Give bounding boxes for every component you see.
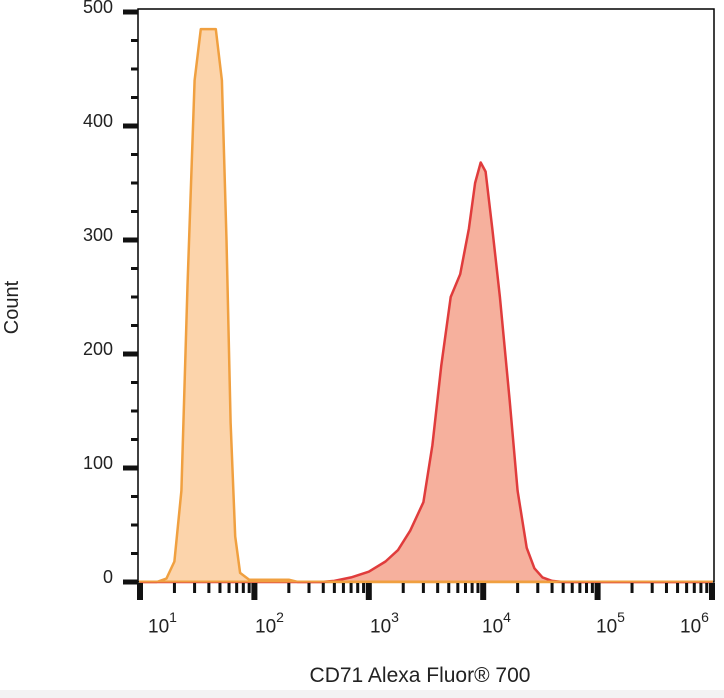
axis-tick <box>321 583 325 593</box>
axis-tick <box>699 583 703 593</box>
axis-tick <box>463 583 467 593</box>
axis-tick <box>123 465 138 471</box>
axis-tick <box>349 583 353 593</box>
axis-tick <box>287 583 291 593</box>
axis-tick <box>131 39 138 42</box>
axis-tick <box>123 123 138 129</box>
axis-tick <box>436 583 440 593</box>
axes-layer <box>123 9 715 600</box>
axis-tick <box>307 583 311 593</box>
axis-tick <box>709 583 715 600</box>
series-fill-1 <box>140 162 712 582</box>
x-axis-label: CD71 Alexa Fluor® 700 <box>309 664 531 687</box>
y-tick-label: 400 <box>82 111 113 131</box>
y-tick-label: 100 <box>82 453 113 473</box>
axis-tick <box>227 583 231 593</box>
axis-tick <box>131 267 138 270</box>
series-layer <box>139 27 713 584</box>
axis-tick <box>578 583 582 593</box>
y-axis-label: Count <box>1 280 24 335</box>
axis-tick <box>131 438 138 441</box>
axis-tick <box>561 583 565 593</box>
x-tick-label: 101 <box>148 609 177 638</box>
axis-tick <box>131 324 138 327</box>
axis-tick <box>550 583 554 593</box>
axis-tick <box>630 583 634 593</box>
axis-tick <box>341 583 345 593</box>
axis-tick <box>131 409 138 413</box>
axis-tick <box>456 583 460 593</box>
axis-tick <box>193 583 197 593</box>
series-fill-0 <box>140 29 712 583</box>
axis-tick <box>594 583 601 600</box>
axis-tick <box>570 583 574 593</box>
axis-tick <box>131 381 138 384</box>
axis-tick <box>123 9 138 15</box>
axis-tick <box>137 583 143 600</box>
x-tick-label: 103 <box>370 609 399 638</box>
axis-tick <box>356 583 360 593</box>
axis-tick <box>131 67 138 71</box>
axis-tick <box>685 583 689 593</box>
axis-tick <box>362 583 366 593</box>
axis-tick <box>365 583 372 600</box>
axis-tick <box>664 583 668 593</box>
x-tick-label: 106 <box>680 609 709 638</box>
axis-tick <box>476 583 480 593</box>
y-tick-label: 300 <box>82 225 113 245</box>
series-line-0 <box>140 27 712 584</box>
axis-tick <box>123 237 138 243</box>
y-tick-label: 200 <box>82 339 113 359</box>
axis-tick <box>332 583 336 593</box>
axis-tick <box>241 583 245 593</box>
x-tick-label: 102 <box>255 609 284 638</box>
axis-tick <box>421 583 425 593</box>
axis-tick <box>401 583 405 593</box>
axis-tick <box>692 583 696 593</box>
axis-tick <box>470 583 474 593</box>
axis-tick <box>251 583 258 600</box>
axis-tick <box>131 153 138 156</box>
axis-tick <box>676 583 680 593</box>
axis-tick <box>172 583 176 593</box>
axis-tick <box>131 495 138 498</box>
axis-tick <box>207 583 211 593</box>
axis-tick <box>590 583 594 593</box>
axis-tick <box>131 295 138 299</box>
y-tick-label: 0 <box>102 567 113 587</box>
axis-tick <box>536 583 540 593</box>
axis-tick <box>131 552 138 555</box>
axis-tick <box>705 583 709 593</box>
axis-tick <box>131 210 138 213</box>
axis-tick <box>516 583 520 593</box>
x-tick-label: 105 <box>596 609 625 638</box>
axis-tick <box>235 583 239 593</box>
axis-tick <box>585 583 589 593</box>
axis-tick <box>447 583 451 593</box>
x-tick-label: 104 <box>482 609 511 638</box>
axis-tick <box>480 583 487 600</box>
series-line-1 <box>140 161 712 584</box>
axis-tick <box>123 351 138 357</box>
axis-tick <box>123 579 138 585</box>
axis-tick <box>650 583 654 593</box>
axis-tick <box>131 96 138 99</box>
axis-tick <box>218 583 222 593</box>
axis-tick <box>247 583 251 593</box>
axis-tick <box>131 523 138 527</box>
y-tick-label: 500 <box>82 0 113 17</box>
bottom-strip <box>0 690 724 698</box>
axis-tick <box>131 181 138 185</box>
